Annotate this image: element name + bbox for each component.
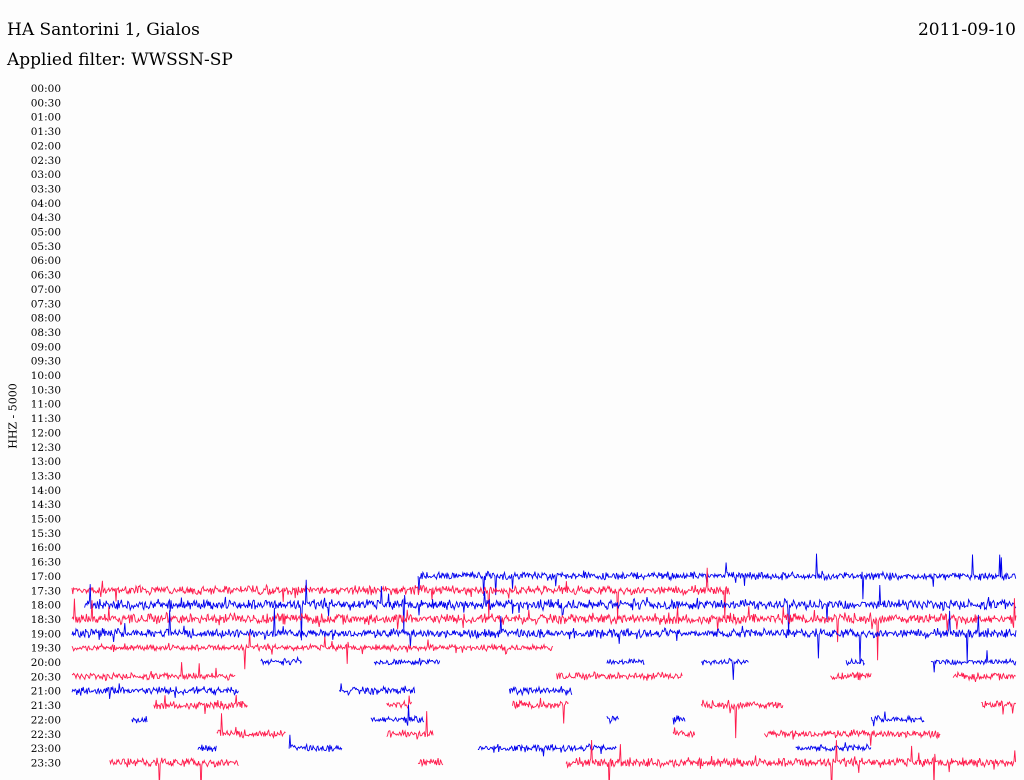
seismic-trace	[197, 744, 217, 752]
time-tick-label: 09:30	[31, 356, 61, 368]
seismic-trace	[131, 716, 148, 724]
time-tick-label: 22:30	[31, 729, 61, 741]
time-tick-label: 12:30	[31, 442, 61, 454]
time-tick-label: 15:30	[31, 528, 61, 540]
seismic-trace	[386, 711, 434, 740]
seismic-trace	[565, 739, 1017, 780]
time-tick-label: 17:00	[31, 571, 61, 583]
seismic-trace	[795, 742, 872, 753]
time-tick-label: 22:00	[31, 714, 61, 726]
time-tick-label: 14:00	[31, 485, 61, 497]
time-tick-label: 04:00	[31, 198, 61, 210]
time-tick-label: 12:00	[31, 427, 61, 439]
seismic-trace	[370, 704, 425, 726]
time-tick-label: 13:00	[31, 456, 61, 468]
seismic-trace	[71, 567, 731, 620]
time-tick-label: 06:30	[31, 270, 61, 282]
seismic-trace	[556, 671, 683, 681]
seismic-trace	[763, 729, 941, 746]
station-title: HA Santorini 1, Gialos	[7, 20, 200, 40]
time-tick-label: 05:30	[31, 241, 61, 253]
seismic-trace	[71, 662, 236, 682]
time-tick-label: 17:30	[31, 585, 61, 597]
time-tick-label: 19:30	[31, 643, 61, 655]
time-tick-label: 00:30	[31, 97, 61, 109]
seismic-trace	[606, 715, 619, 725]
time-tick-label: 02:30	[31, 155, 61, 167]
time-tick-label: 10:00	[31, 370, 61, 382]
seismic-trace	[216, 713, 286, 739]
time-tick-label: 16:30	[31, 557, 61, 569]
time-tick-label: 23:00	[31, 743, 61, 755]
seismic-trace	[386, 695, 412, 710]
time-tick-label: 07:00	[31, 284, 61, 296]
seismic-trace	[84, 579, 1017, 641]
seismic-trace	[71, 632, 554, 670]
seismic-trace	[952, 670, 1016, 683]
time-tick-label: 02:00	[31, 140, 61, 152]
time-tick-label: 06:00	[31, 255, 61, 267]
time-tick-label: 00:00	[31, 83, 61, 95]
seismic-trace	[981, 700, 1017, 715]
filter-label: Applied filter: WWSSN-SP	[7, 50, 233, 70]
seismic-trace	[606, 657, 645, 666]
time-tick-label: 04:30	[31, 212, 61, 224]
time-tick-label: 23:30	[31, 757, 61, 769]
seismic-trace	[288, 734, 343, 753]
time-tick-label: 21:30	[31, 700, 61, 712]
time-tick-label: 20:00	[31, 657, 61, 669]
seismic-trace	[672, 715, 686, 725]
seismic-trace	[153, 694, 248, 715]
seismic-trace	[417, 553, 1017, 600]
seismic-trace	[700, 657, 749, 680]
seismic-trace	[477, 743, 617, 757]
seismic-trace	[71, 683, 239, 699]
seismic-trace	[672, 727, 696, 739]
time-tick-label: 08:00	[31, 313, 61, 325]
time-tick-label: 01:30	[31, 126, 61, 138]
seismic-trace	[71, 598, 1017, 661]
time-tick-label: 05:00	[31, 227, 61, 239]
time-tick-label: 21:00	[31, 686, 61, 698]
time-tick-label: 19:00	[31, 628, 61, 640]
time-tick-label: 07:30	[31, 298, 61, 310]
time-tick-label: 10:30	[31, 384, 61, 396]
seismic-trace	[109, 757, 239, 780]
time-tick-label: 08:30	[31, 327, 61, 339]
seismic-trace	[417, 758, 444, 768]
time-tick-label: 03:30	[31, 183, 61, 195]
time-tick-label: 20:30	[31, 671, 61, 683]
seismic-trace	[373, 657, 441, 667]
seismic-trace	[71, 607, 1017, 664]
seismic-trace	[700, 699, 784, 739]
time-tick-label: 11:00	[31, 399, 61, 411]
time-tick-label: 15:00	[31, 514, 61, 526]
seismic-trace	[870, 711, 925, 727]
time-tick-label: 13:30	[31, 470, 61, 482]
time-tick-label: 14:30	[31, 499, 61, 511]
time-tick-label: 16:00	[31, 542, 61, 554]
date-label: 2011-09-10	[917, 20, 1016, 40]
seismic-trace	[512, 697, 569, 724]
seismic-trace	[339, 683, 416, 696]
time-tick-label: 18:30	[31, 614, 61, 626]
time-tick-label: 01:00	[31, 112, 61, 124]
seismic-trace	[260, 655, 303, 666]
time-tick-label: 11:30	[31, 413, 61, 425]
seismic-trace	[930, 650, 1017, 673]
time-tick-label: 03:00	[31, 169, 61, 181]
seismic-trace	[830, 671, 872, 681]
seismic-trace	[845, 657, 865, 667]
time-tick-label: 09:00	[31, 341, 61, 353]
seismic-trace	[508, 685, 573, 697]
time-tick-label: 18:00	[31, 600, 61, 612]
